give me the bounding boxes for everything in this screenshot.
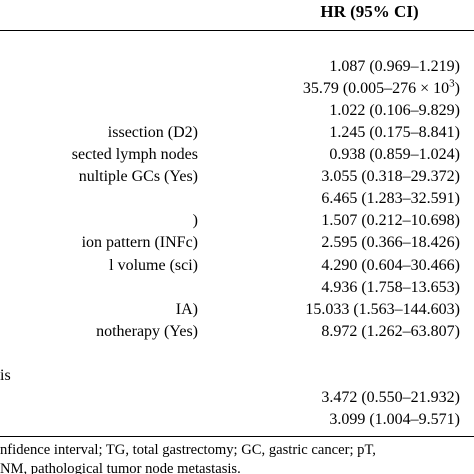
hr-value: 3.099 (1.004–9.571) [329,410,460,428]
row-label: issection (D2) [107,124,198,142]
row-label: l volume (sci) [109,256,198,274]
table-row [0,34,474,56]
table-row: 3.099 (1.004–9.571) [0,409,474,431]
table-row: IA) 15.033 (1.563–144.603) [0,299,474,321]
table-row: 3.472 (0.550–21.932) [0,387,474,409]
table-row: 35.79 (0.005–276 × 103) [0,78,474,100]
footnote-line-2: NM, pathological tumor node metastasis. [0,461,241,474]
table-row: l volume (sci) 4.290 (0.604–30.466) [0,255,474,277]
footnote-line-1: nfidence interval; TG, total gastrectomy… [0,442,376,458]
hr-value: 1.507 (0.212–10.698) [321,212,460,230]
hr-value: 4.936 (1.758–13.653) [321,278,460,296]
hr-value: 2.595 (0.366–18.426) [321,234,460,252]
hr-column-header: HR (95% CI) [320,2,419,21]
table-row: 1.022 (0.106–9.829) [0,100,474,122]
hr-value: 35.79 (0.005–276 × 103) [303,78,460,100]
row-label: is [0,366,11,384]
hr-value: 15.033 (1.563–144.603) [305,300,460,318]
bottom-rule [0,436,474,437]
table-row [0,343,474,365]
hr-value: 3.472 (0.550–21.932) [321,388,460,406]
hr-value: 1.245 (0.175–8.841) [329,124,460,142]
row-label: sected lymph nodes [71,146,198,164]
hr-value: 6.465 (1.283–32.591) [321,190,460,208]
hr-value: 0.938 (0.859–1.024) [329,146,460,164]
hr-value: 8.972 (1.262–63.807) [321,322,460,340]
table-row: 4.936 (1.758–13.653) [0,277,474,299]
row-label: notherapy (Yes) [96,322,198,340]
table-row: nultiple GCs (Yes) 3.055 (0.318–29.372) [0,166,474,188]
hr-value: 1.087 (0.969–1.219) [329,58,460,76]
table-row: ion pattern (INFc) 2.595 (0.366–18.426) [0,232,474,254]
header-rule [0,30,474,31]
row-label: IA) [175,300,198,318]
table-row: 6.465 (1.283–32.591) [0,188,474,210]
row-label: ion pattern (INFc) [81,234,198,252]
hr-value: 1.022 (0.106–9.829) [329,102,460,120]
hr-value-main: 35.79 (0.005–276 × 10 [302,80,450,98]
table-row: ) 1.507 (0.212–10.698) [0,210,474,232]
hr-value-exponent: 3 [449,77,455,90]
table-row: sected lymph nodes 0.938 (0.859–1.024) [0,144,474,166]
table-row: is [0,365,474,387]
hr-value: 4.290 (0.604–30.466) [321,256,460,274]
hr-value-close: ) [454,80,460,98]
table-row: 1.087 (0.969–1.219) [0,56,474,78]
row-label: nultiple GCs (Yes) [78,168,198,186]
table-row: issection (D2) 1.245 (0.175–8.841) [0,122,474,144]
table-row: notherapy (Yes) 8.972 (1.262–63.807) [0,321,474,343]
row-label: ) [192,212,198,230]
hr-value: 3.055 (0.318–29.372) [321,168,460,186]
